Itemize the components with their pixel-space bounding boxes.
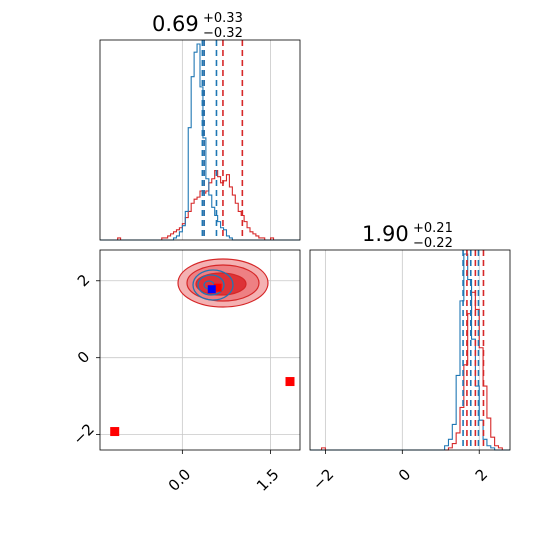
y-tick-label: −2 (69, 420, 97, 448)
title-1-minus: −0.22 (413, 236, 453, 251)
histogram-run-b (310, 291, 510, 451)
title-0-minus: −0.32 (203, 26, 243, 41)
axes-frame (309, 249, 511, 451)
x-axis-ticks: 0.0 1.5 (165, 450, 283, 495)
x-tick-label: −2 (309, 465, 337, 493)
histogram-run-b (100, 170, 300, 241)
histogram-run-a (100, 43, 300, 241)
histogram-steps (310, 253, 510, 451)
contour-blue-inner (197, 274, 225, 296)
gridlines (181, 40, 271, 240)
x-axis-ticks: −2 0 2 (309, 450, 491, 494)
axes-frame (99, 39, 301, 241)
density-contours (177, 258, 269, 308)
histogram-steps (100, 43, 300, 241)
scatter-panel: 2 0 −2 0.0 1.5 (69, 249, 301, 495)
x-tick-label: 1.5 (253, 465, 283, 495)
histogram-panel-param-0 (99, 39, 301, 241)
x-tick-label: 0 (395, 465, 414, 484)
x-tick-label: 2 (472, 465, 491, 484)
title-0-plus: +0.33 (203, 11, 243, 26)
outlier-marker (285, 377, 295, 387)
markers (110, 283, 295, 437)
quantile-lines (201, 40, 244, 240)
y-tick-label: 2 (74, 271, 93, 290)
x-tick-label: 0.0 (165, 465, 195, 495)
axes-frame (99, 249, 301, 451)
truth-marker-b (213, 283, 222, 292)
contour-blue-outer (192, 269, 234, 301)
title-1-value: 1.90 (362, 222, 409, 246)
title-param-1: 1.90 +0.21 −0.22 (362, 221, 453, 251)
histogram-run-a (310, 253, 510, 451)
title-1-plus: +0.21 (413, 221, 453, 236)
truth-marker-a (207, 285, 216, 294)
y-tick-label: 0 (74, 348, 93, 367)
histogram-panel-param-1: −2 0 2 (309, 249, 511, 494)
title-0-value: 0.69 (152, 12, 199, 36)
outlier-marker (110, 427, 120, 437)
y-axis-ticks: 2 0 −2 (69, 271, 100, 448)
title-param-0: 0.69 +0.33 −0.32 (152, 11, 243, 41)
quantile-lines (462, 250, 485, 450)
